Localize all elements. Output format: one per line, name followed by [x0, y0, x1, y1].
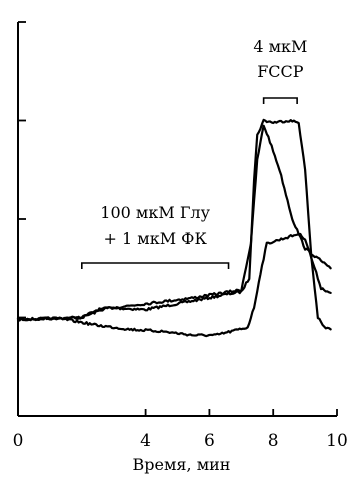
x-tick-label-4: 10 [326, 431, 348, 451]
annotation-fccp-bracket [262, 97, 298, 104]
annotations: 100 мкМ Глу + 1 мкМ ФК 4 мкМ FCCP [81, 37, 307, 269]
series-group [16, 118, 332, 338]
annotation-glu-line-2: + 1 мкМ ФК [103, 229, 207, 248]
annotation-fccp-line-1: 4 мкМ [253, 37, 307, 56]
x-tick-label-3: 8 [268, 431, 279, 451]
x-tick-label-2: 6 [204, 431, 215, 451]
x-tick-label-0: 0 [13, 431, 24, 451]
series-line-2 [16, 124, 332, 322]
x-ticks: 0 4 6 8 10 [13, 409, 348, 451]
series-line-1 [16, 118, 332, 331]
annotation-glu-bracket [81, 262, 230, 269]
y-ticks [18, 21, 26, 319]
x-axis-title: Время, мин [133, 455, 231, 474]
annotation-fccp-line-2: FCCP [257, 62, 304, 81]
x-tick-label-1: 4 [140, 431, 151, 451]
annotation-glu-line-1: 100 мкМ Глу [100, 203, 210, 222]
series-line-3 [16, 232, 332, 338]
